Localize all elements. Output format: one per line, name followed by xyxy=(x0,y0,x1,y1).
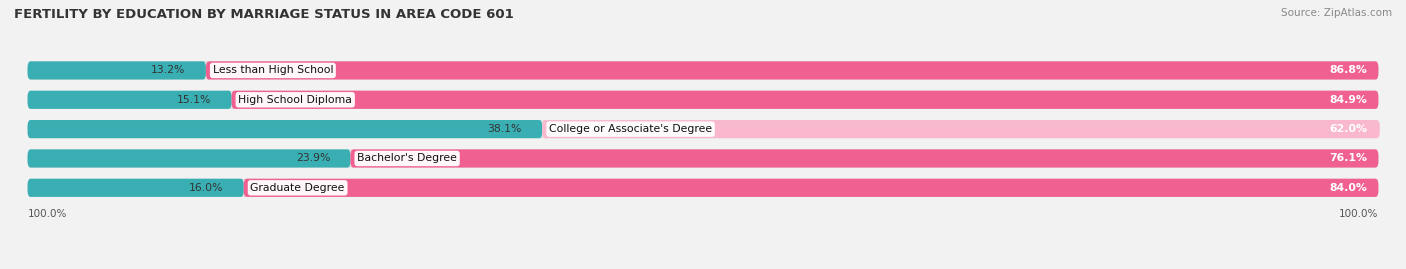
Text: 100.0%: 100.0% xyxy=(1339,209,1378,219)
FancyBboxPatch shape xyxy=(232,91,1378,109)
FancyBboxPatch shape xyxy=(243,179,1378,197)
FancyBboxPatch shape xyxy=(205,61,1378,80)
FancyBboxPatch shape xyxy=(28,61,205,80)
Text: Graduate Degree: Graduate Degree xyxy=(250,183,344,193)
Text: 15.1%: 15.1% xyxy=(177,95,211,105)
Text: 84.9%: 84.9% xyxy=(1330,95,1368,105)
Text: 13.2%: 13.2% xyxy=(152,65,186,75)
Text: High School Diploma: High School Diploma xyxy=(238,95,352,105)
Text: 16.0%: 16.0% xyxy=(188,183,224,193)
Text: Source: ZipAtlas.com: Source: ZipAtlas.com xyxy=(1281,8,1392,18)
Legend: Married, Unmarried: Married, Unmarried xyxy=(621,268,785,269)
Text: College or Associate's Degree: College or Associate's Degree xyxy=(548,124,711,134)
FancyBboxPatch shape xyxy=(28,120,1378,138)
Text: Bachelor's Degree: Bachelor's Degree xyxy=(357,154,457,164)
Text: 76.1%: 76.1% xyxy=(1330,154,1368,164)
FancyBboxPatch shape xyxy=(350,149,1378,168)
FancyBboxPatch shape xyxy=(543,120,1379,138)
Text: 84.0%: 84.0% xyxy=(1330,183,1368,193)
FancyBboxPatch shape xyxy=(28,120,543,138)
Text: 86.8%: 86.8% xyxy=(1330,65,1368,75)
Text: 38.1%: 38.1% xyxy=(488,124,522,134)
Text: Less than High School: Less than High School xyxy=(212,65,333,75)
FancyBboxPatch shape xyxy=(28,179,1378,197)
FancyBboxPatch shape xyxy=(28,179,243,197)
Text: 100.0%: 100.0% xyxy=(28,209,67,219)
FancyBboxPatch shape xyxy=(28,149,1378,168)
FancyBboxPatch shape xyxy=(28,91,232,109)
FancyBboxPatch shape xyxy=(28,149,350,168)
Text: 62.0%: 62.0% xyxy=(1330,124,1368,134)
Text: 23.9%: 23.9% xyxy=(295,154,330,164)
FancyBboxPatch shape xyxy=(28,61,1378,80)
Text: FERTILITY BY EDUCATION BY MARRIAGE STATUS IN AREA CODE 601: FERTILITY BY EDUCATION BY MARRIAGE STATU… xyxy=(14,8,513,21)
FancyBboxPatch shape xyxy=(28,91,1378,109)
